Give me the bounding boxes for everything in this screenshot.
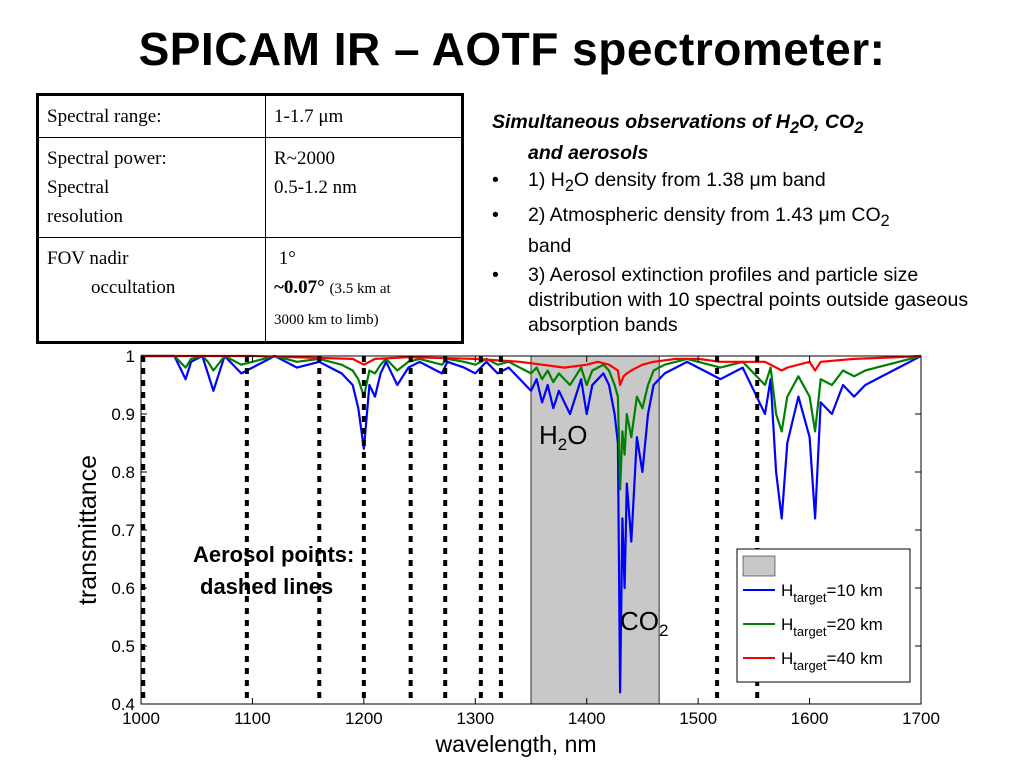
h2o-label-main: H [539,420,558,450]
spec-value-power: R~2000 0.5-1.2 nm [265,137,463,238]
list-item-text: 3) Aerosol extinction profiles and parti… [528,263,969,336]
list-item: • 1) H2O density from 1.38 μm band [486,168,1016,199]
list-item-text: O density from 1.38 μm band [573,168,826,191]
spec-label-line: occultation [91,277,176,298]
page-title: SPICAM IR – AOTF spectrometer: [138,23,886,75]
y-tick-label: 0.9 [111,405,135,424]
h2o-label-tail: O [567,420,587,450]
aerosol-annotation: Aerosol points: [193,542,354,567]
legend-label: Htarget=40 km [781,649,883,673]
h2o-band-label: H2O [539,420,587,454]
list-item-text: band [528,234,572,257]
notes-heading-continuation: and aerosols [528,141,649,164]
notes-heading-sub: 2 [789,118,800,137]
notes-heading-text: Simultaneous observations of H [492,111,790,133]
spec-label-line: Spectral range: [47,106,162,127]
spec-value-line: 1-1.7 μm [274,106,344,127]
list-item-sub: 2 [564,176,574,195]
y-tick-label: 0.5 [111,637,135,656]
y-tick-label: 0.4 [111,695,135,714]
spec-label-range: Spectral range: [37,94,266,138]
x-tick-label: 1500 [679,709,717,728]
transmittance-chart: 1000 1100 1200 1300 1400 1500 1600 1700 0.4 0.5 0.… [74,347,940,757]
spec-value-range: 1-1.7 μm [265,94,463,138]
co2-label-main: CO [620,606,659,636]
list-item: • 2) Atmospheric density from 1.43 μm CO… [486,203,1016,259]
spec-value-line: 3000 km to limb) [274,312,379,328]
notes-list: • 1) H2O density from 1.38 μm band • 2) … [486,168,1016,338]
x-axis-label: wavelength, nm [434,731,596,757]
notes-heading-text: O, CO [799,111,855,133]
y-tick-label: 0.7 [111,521,135,540]
spec-value-fov: 1° ~0.07° (3.5 km at 3000 km to limb) [265,237,463,343]
spec-label-power: Spectral power: Spectral resolution [37,137,266,238]
y-tick-label: 0.8 [111,463,135,482]
series-line [141,354,922,491]
bullet-icon: • [492,263,499,286]
series-line [141,354,922,694]
x-tick-label: 1300 [456,709,494,728]
spec-label-fov: FOV nadir occultation [37,237,266,343]
spec-value-line: 1° [278,248,296,269]
x-tick-label: 1400 [568,709,606,728]
spec-value-line: ~0.07° [274,277,325,298]
notes-heading-sub: 2 [854,118,864,137]
h2o-band-shading [530,355,660,705]
co2-label-sub: 2 [659,621,668,640]
chart-legend: Htarget=10 km Htarget=20 km Htarget=40 km [736,548,911,683]
h2o-label-sub: 2 [558,435,567,454]
spec-value-line: R~2000 [274,148,335,169]
x-tick-label: 1100 [234,709,271,728]
spec-label-line: FOV nadir [47,248,129,269]
list-item-sub: 2 [880,211,890,230]
series-line [141,354,922,387]
co2-band-label: CO2 [620,606,668,640]
x-tick-label: 1000 [122,709,160,728]
legend-label: Htarget=20 km [781,615,883,639]
aerosol-annotation: dashed lines [200,574,333,599]
legend-band-swatch [742,555,776,577]
observation-notes: Simultaneous observations of H2O, CO2 an… [486,110,1016,342]
y-tick-label: 1 [126,347,135,366]
spec-label-line: Spectral [47,177,110,198]
list-item-text: 1) H [528,168,565,191]
y-axis-label: transmittance [74,455,102,605]
x-tick-label: 1600 [791,709,829,728]
list-item: • 3) Aerosol extinction profiles and par… [486,263,1016,338]
table-row: Spectral power: Spectral resolution R~20… [37,137,463,238]
spec-label-line: resolution [47,206,123,227]
legend-label: Htarget=10 km [781,581,883,605]
x-tick-label: 1700 [902,709,940,728]
spec-label-line: Spectral power: [47,148,167,169]
notes-heading: Simultaneous observations of H2O, CO2 an… [486,110,1016,166]
table-row: Spectral range: 1-1.7 μm [37,94,463,138]
spec-value-line: (3.5 km at [329,281,391,297]
spec-value-line: 0.5-1.2 nm [274,177,357,198]
bullet-icon: • [492,203,499,226]
x-tick-label: 1200 [345,709,383,728]
y-tick-label: 0.6 [111,579,135,598]
list-item-text: 2) Atmospheric density from 1.43 μm CO [528,203,881,226]
bullet-icon: • [492,168,499,191]
table-row: FOV nadir occultation 1° ~0.07° (3.5 km … [37,237,463,343]
spec-table: Spectral range: 1-1.7 μm Spectral power:… [36,93,464,344]
